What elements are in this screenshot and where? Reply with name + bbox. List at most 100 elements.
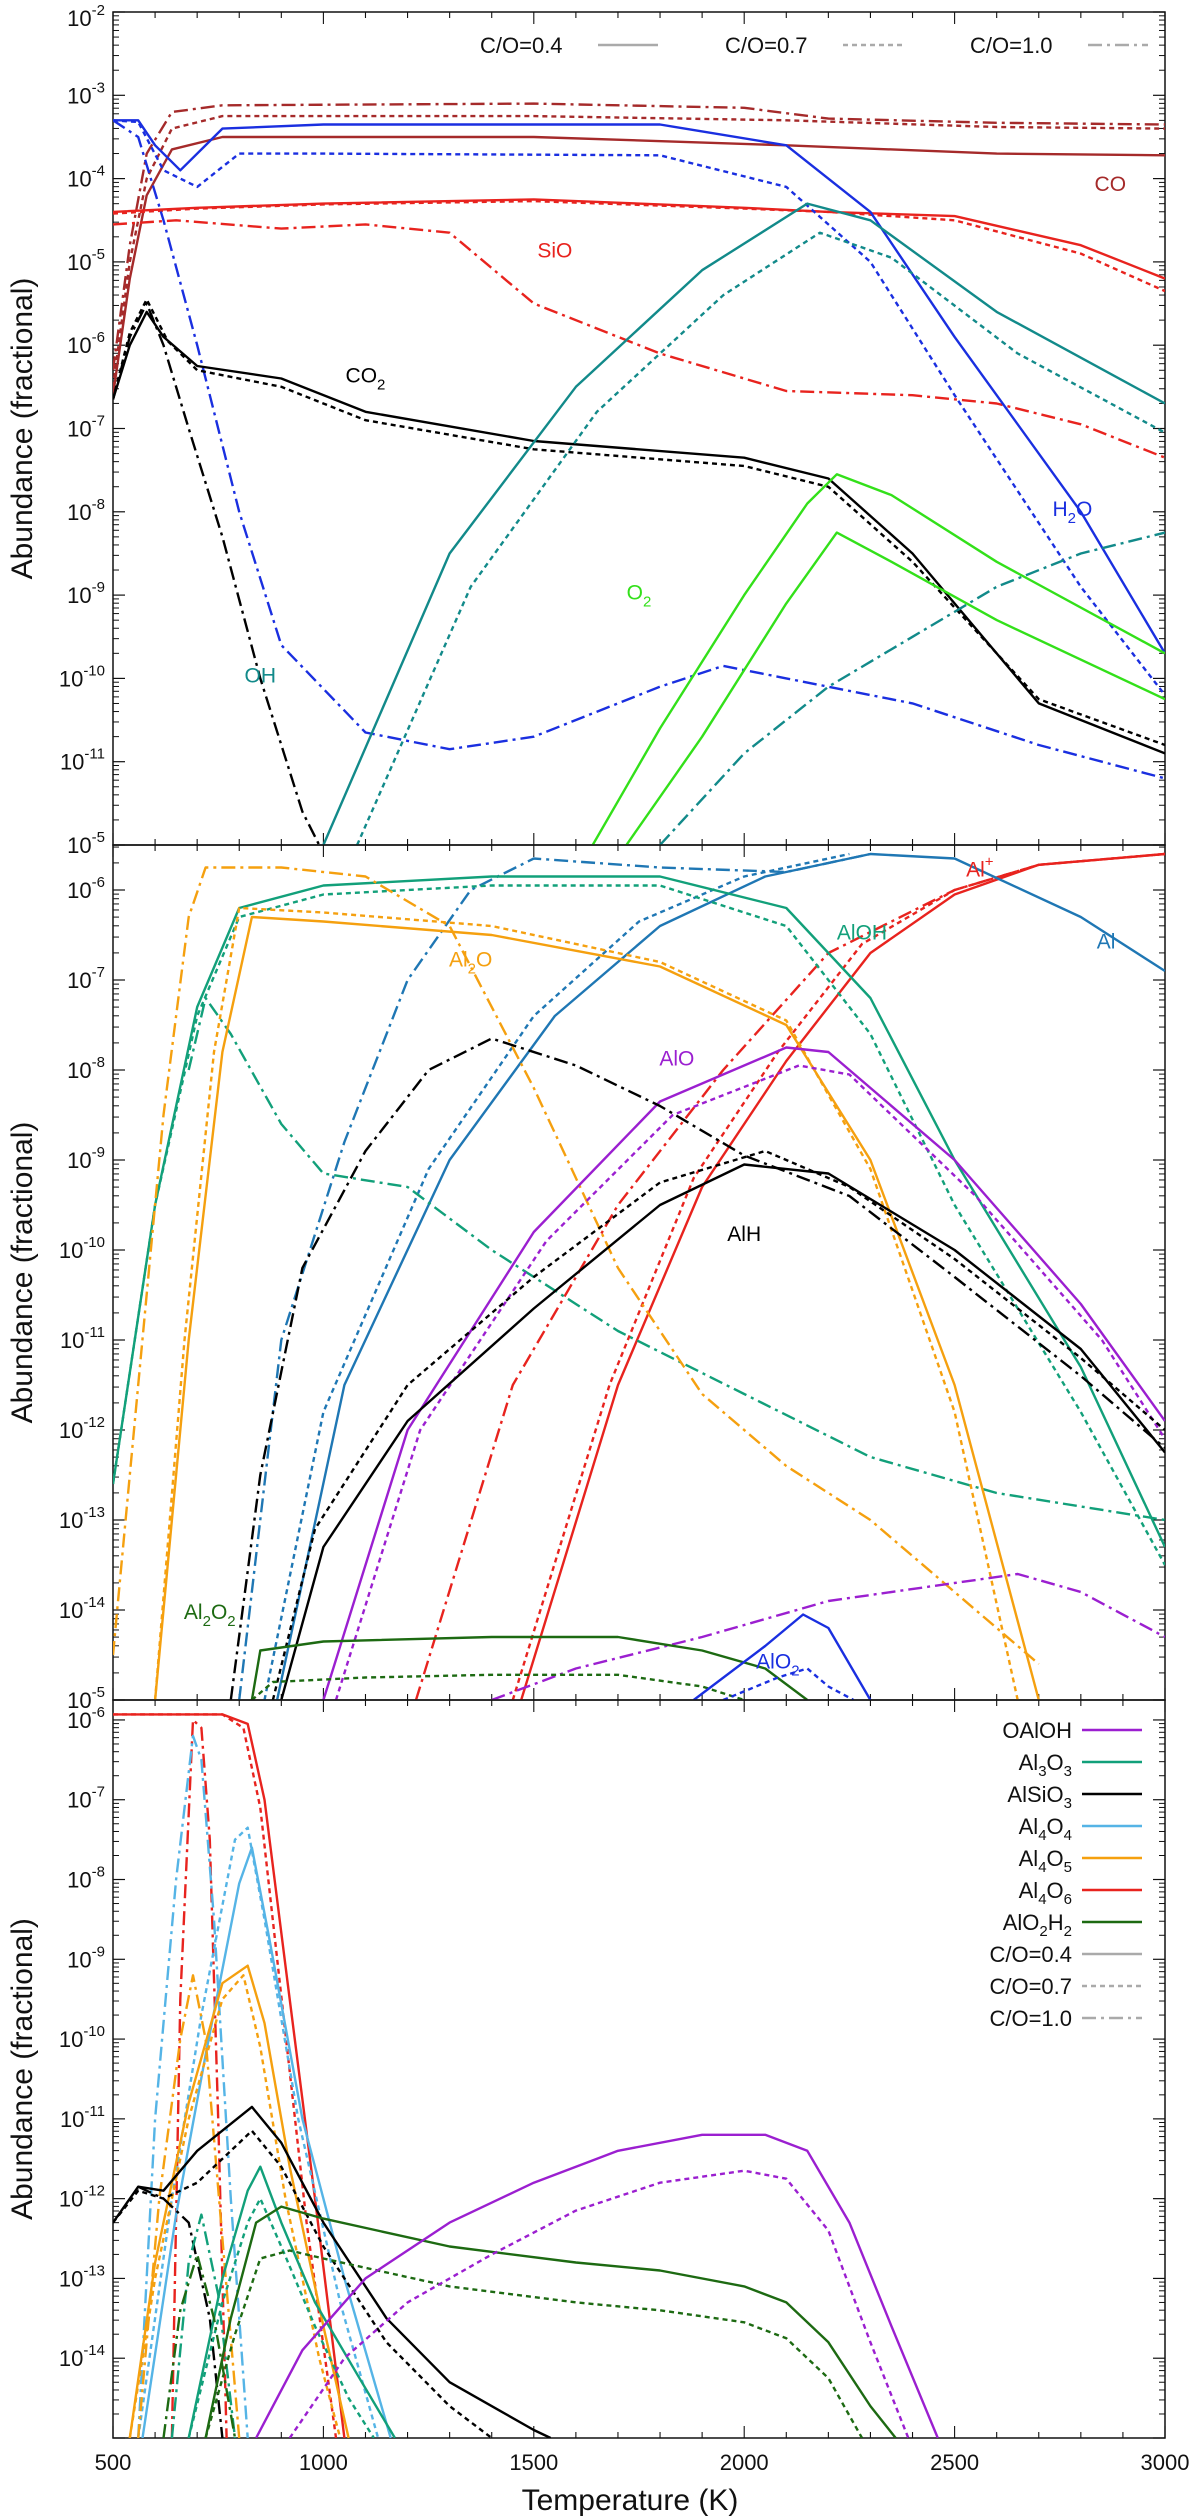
series-alo2h2-co-10	[162, 2253, 237, 2438]
series-al-co-07	[511, 852, 1165, 1700]
series-al4o5-co-10	[137, 1974, 241, 2438]
y-tick-label: 10-10	[59, 2023, 105, 2052]
legend-label-al4o6: Al4O6	[1019, 1878, 1072, 1908]
legend-label-c-o-0-7: C/O=0.7	[989, 1974, 1072, 1999]
series-aloh-co-04	[113, 875, 1165, 1548]
y-tick-label: 10-6	[67, 329, 105, 358]
y-tick-label: 10-11	[60, 2103, 105, 2132]
legend-label-oaloh: OAlOH	[1002, 1718, 1072, 1743]
species-label-co2: CO2	[346, 365, 386, 394]
series-alo-co-04	[322, 1046, 1165, 1700]
legend-label-c-o-0-4: C/O=0.4	[480, 33, 563, 58]
x-tick-label: 1000	[299, 2450, 348, 2475]
panel-top-chart: 10-2 10-3 10-4 10-5 10-6 10-7 10-8 10-9 10-10 10-…	[6, 2, 1166, 858]
series-al-co-10	[238, 852, 871, 1700]
legend-label-c-o-0-7: C/O=0.7	[725, 33, 808, 58]
y-tick-label: 10-8	[67, 1864, 105, 1893]
x-tick-label: 2500	[930, 2450, 979, 2475]
legend-label-alsio3: AlSiO3	[1007, 1782, 1072, 1812]
species-label-alo: AlO	[659, 1048, 694, 1071]
y-tick-label: 10-13	[59, 2262, 105, 2291]
species-label-al2o: Al2O	[449, 949, 492, 978]
series-h2o-co-04	[113, 119, 1165, 655]
series-co-co-07	[113, 114, 1165, 387]
series-alh-co-07	[271, 1149, 1165, 1700]
y-tick-label: 10-7	[67, 964, 105, 993]
species-label-al: Al+	[966, 854, 994, 882]
series-al4o6-co-07	[113, 1713, 338, 2438]
series-alo2-co-04	[692, 1613, 872, 1700]
series-al3o3-co-04	[187, 2165, 396, 2438]
species-label-alo2: AlO2	[756, 1651, 799, 1680]
y-axis-title: Abundance (fractional)	[6, 278, 39, 580]
series-oaloh-co-04	[255, 2133, 939, 2438]
series-sio-co-07	[113, 199, 1165, 293]
species-label-sio: SiO	[537, 240, 572, 263]
series-al4o4-co-04	[141, 1846, 392, 2438]
y-tick-label: 10-12	[59, 2183, 105, 2212]
legend-label-c-o-1-0: C/O=1.0	[989, 2006, 1072, 2031]
series-al-co-04	[275, 852, 1165, 1700]
panel-bottom-chart: 10-6 10-7 10-8 10-9 10-10 10-11 10-12 10-13 10-1…	[6, 1699, 1190, 2475]
series-alh-co-04	[280, 1163, 1165, 1700]
legend-label-al4o5: Al4O5	[1019, 1846, 1072, 1876]
series-al-co-04	[520, 852, 1165, 1700]
legend-label-c-o-0-4: C/O=0.4	[989, 1942, 1072, 1967]
series-al2o-co-10	[113, 866, 1040, 1665]
series-al2o-co-07	[153, 906, 1019, 1700]
x-tick-label: 1500	[509, 2450, 558, 2475]
y-tick-label: 10-6	[67, 874, 105, 903]
series-co-co-04	[113, 135, 1165, 396]
series-alsio3-co-10	[137, 2185, 224, 2438]
series-oh-co-07	[356, 231, 1165, 845]
series-al4o6-co-10	[170, 1718, 228, 2438]
y-tick-label: 10-9	[67, 579, 105, 608]
legend-label-al3o3: Al3O3	[1019, 1750, 1072, 1780]
species-label-o2: O2	[627, 581, 652, 610]
y-tick-label: 10-7	[67, 413, 105, 442]
series-alsio3-co-04	[113, 2105, 552, 2438]
series-al2o2-co-07	[251, 1673, 745, 1700]
y-tick-label: 10-3	[67, 79, 105, 108]
y-tick-label: 10-10	[59, 1234, 105, 1263]
y-axis-title: Abundance (fractional)	[6, 1918, 39, 2220]
y-tick-label: 10-9	[67, 1144, 105, 1173]
series-co2-co-07	[113, 298, 1165, 747]
series-al-co-07	[263, 852, 850, 1700]
series-alo2h2-co-04	[204, 2205, 897, 2438]
x-tick-label: 3000	[1141, 2450, 1190, 2475]
y-tick-label: 10-14	[59, 2342, 105, 2371]
series-aloh-co-07	[113, 884, 1165, 1566]
y-tick-label: 10-5	[67, 1684, 105, 1713]
species-label-al: Al	[1097, 931, 1116, 954]
series-al3o3-co-10	[170, 2213, 237, 2438]
series-al-co-10	[414, 852, 1165, 1700]
species-label-alh: AlH	[727, 1223, 761, 1246]
y-tick-label: 10-7	[67, 1784, 105, 1813]
series-co2-co-10	[113, 302, 321, 845]
series-sio-co-04	[113, 198, 1165, 280]
y-tick-label: 10-5	[67, 246, 105, 275]
y-tick-label: 10-4	[67, 163, 105, 192]
series-alo2h2-co-07	[204, 2249, 864, 2438]
y-tick-label: 10-11	[60, 1324, 105, 1353]
species-label-co: CO	[1095, 173, 1127, 196]
series-o2-co-04	[591, 473, 1165, 845]
series-o2-co-07	[625, 531, 1165, 845]
series-al4o4-co-07	[137, 1826, 380, 2438]
plot-frame	[112, 844, 1166, 1701]
series-alo-co-10	[491, 1572, 1165, 1700]
species-label-oh: OH	[245, 665, 277, 688]
y-tick-label: 10-10	[59, 662, 105, 691]
x-tick-label: 500	[95, 2450, 132, 2475]
legend-label-c-o-1-0: C/O=1.0	[970, 33, 1053, 58]
x-axis-title: Temperature (K)	[522, 2484, 739, 2517]
series-sio-co-10	[113, 219, 1165, 459]
series-al4o5-co-07	[128, 1974, 342, 2438]
series-oaloh-co-07	[288, 2169, 910, 2438]
y-tick-label: 10-6	[67, 1704, 105, 1733]
species-label-al2o2: Al2O2	[184, 1601, 236, 1630]
y-tick-label: 10-13	[59, 1504, 105, 1533]
y-tick-label: 10-8	[67, 1054, 105, 1083]
panel-middle-chart: 10-6 10-7 10-8 10-9 10-10 10-11 10-12 10-13 10-1…	[6, 844, 1166, 1713]
